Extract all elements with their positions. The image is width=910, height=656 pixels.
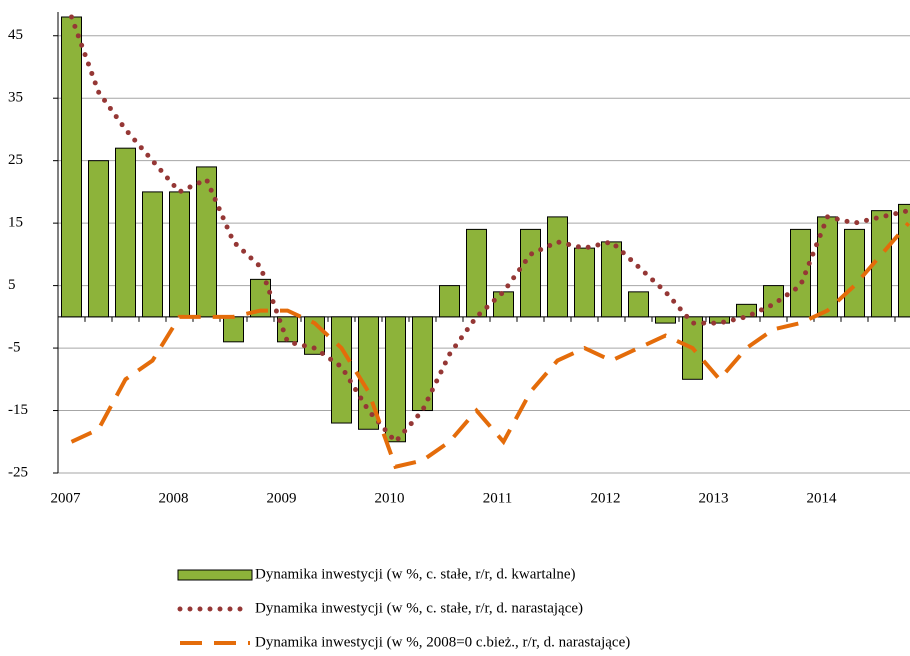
bar	[331, 316, 352, 424]
x-tick-label: 2009	[267, 490, 297, 506]
x-tick-label: 2014	[807, 490, 838, 506]
bar	[277, 316, 298, 343]
bar	[61, 16, 82, 318]
bar	[520, 228, 541, 318]
x-tick-label: 2011	[483, 490, 512, 506]
bar	[250, 278, 271, 318]
bar	[817, 216, 838, 318]
legend-label: Dynamika inwestycji (w %, 2008=0 c.bież.…	[255, 634, 630, 650]
x-tick-label: 2010	[375, 490, 405, 506]
y-tick-label: -5	[8, 340, 21, 356]
legend-label: Dynamika inwestycji (w %, c. stałe, r/r,…	[255, 566, 576, 582]
bar	[790, 228, 811, 318]
bar	[412, 316, 433, 412]
bar	[223, 316, 244, 343]
bar	[898, 203, 910, 318]
bar	[466, 228, 487, 318]
bar	[196, 166, 217, 318]
bar	[88, 160, 109, 318]
bar	[142, 191, 163, 318]
y-tick-label: -25	[8, 464, 28, 480]
y-tick-label: 15	[8, 215, 23, 231]
legend-label: Dynamika inwestycji (w %, c. stałe, r/r,…	[255, 600, 583, 616]
y-tick-label: -15	[8, 402, 28, 418]
y-tick-label: 45	[8, 27, 23, 43]
bar	[385, 316, 406, 443]
y-tick-label: 35	[8, 90, 23, 106]
bar	[574, 247, 595, 318]
legend: Dynamika inwestycji (w %, c. stałe, r/r,…	[177, 566, 630, 650]
x-tick-label: 2008	[159, 490, 189, 506]
bar	[169, 191, 190, 318]
x-tick-label: 2012	[591, 490, 621, 506]
bar	[601, 241, 622, 318]
bar	[115, 147, 136, 318]
bar	[655, 316, 676, 324]
line	[70, 221, 910, 470]
bar	[547, 216, 568, 318]
plot-area	[61, 14, 910, 470]
bar	[493, 291, 514, 318]
legend-swatch	[177, 569, 253, 581]
bar	[709, 316, 730, 324]
bar	[628, 291, 649, 318]
x-tick-label: 2013	[699, 490, 729, 506]
y-tick-label: 5	[8, 277, 16, 293]
y-tick-label: 25	[8, 152, 23, 168]
bar	[439, 285, 460, 318]
line	[69, 14, 910, 446]
bar	[763, 285, 784, 318]
bar	[844, 228, 865, 318]
grid: -25 -15 -5 5 15 25 35 45 2007 2008 2009 2010 2011 201…	[8, 12, 910, 506]
x-tick-label: 2007	[51, 490, 82, 506]
